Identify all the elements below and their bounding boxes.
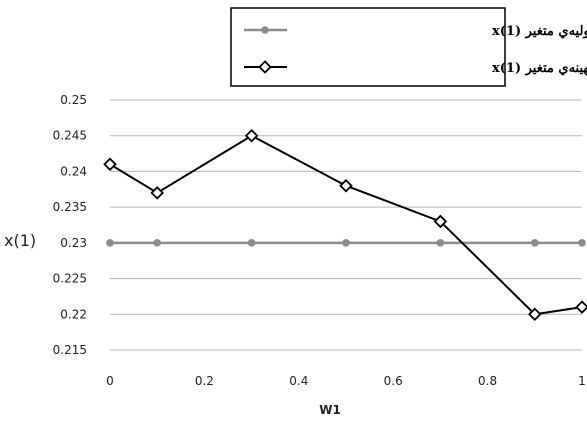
y-tick-label: 0.23 (60, 236, 87, 250)
legend-label: مقدار اولیه‌ي متغیر x(1) (492, 24, 587, 39)
x-tick-label: 0.2 (195, 374, 214, 388)
y-tick-label: 0.215 (53, 343, 87, 357)
data-point-marker (103, 157, 117, 172)
x-tick-label: 0.6 (384, 374, 403, 388)
data-point-marker (528, 307, 542, 322)
y-tick-label: 0.235 (53, 200, 87, 214)
data-point-marker (258, 60, 272, 74)
series-line (109, 134, 583, 316)
legend-box (230, 7, 506, 87)
data-point-marker (106, 239, 114, 247)
y-tick-label: 0.22 (60, 307, 87, 321)
data-point-marker (244, 128, 259, 143)
data-point-marker (153, 239, 161, 247)
data-point-marker (247, 239, 256, 247)
data-point-marker (150, 186, 164, 200)
data-point-marker (261, 26, 269, 34)
x-axis-label: W1 (319, 403, 341, 417)
y-tick-labels: 0.25 0.245 0.24 0.235 0.23 0.225 0.22 0.215 (53, 93, 87, 357)
x-tick-labels: 0 0.2 0.4 0.6 0.8 1 (106, 374, 586, 388)
data-point-marker (531, 239, 539, 247)
legend: مقدار اولیه‌ي متغیر x(1) مقدار بهینه‌ي مت… (230, 7, 587, 87)
x-tick-label: 1 (578, 374, 586, 388)
data-point-marker (578, 239, 586, 247)
y-tick-label: 0.24 (60, 164, 87, 178)
series-1 (106, 239, 586, 247)
series-2 (103, 128, 587, 322)
data-point-marker (575, 300, 587, 314)
y-tick-label: 0.245 (53, 129, 87, 143)
data-point-marker (339, 178, 353, 193)
legend-label: مقدار بهینه‌ي متغیر x(1) (492, 61, 587, 76)
y-tick-label: 0.225 (53, 272, 87, 286)
data-point-marker (436, 239, 445, 247)
x-tick-label: 0.8 (478, 374, 497, 388)
grid (110, 99, 582, 351)
y-axis-label: x(1) (4, 231, 36, 250)
data-point-marker (342, 239, 350, 247)
x-tick-label: 0.4 (289, 374, 308, 388)
x-tick-label: 0 (106, 374, 114, 388)
data-point-marker (433, 214, 448, 229)
y-tick-label: 0.25 (60, 93, 87, 107)
series-layer (103, 128, 587, 322)
